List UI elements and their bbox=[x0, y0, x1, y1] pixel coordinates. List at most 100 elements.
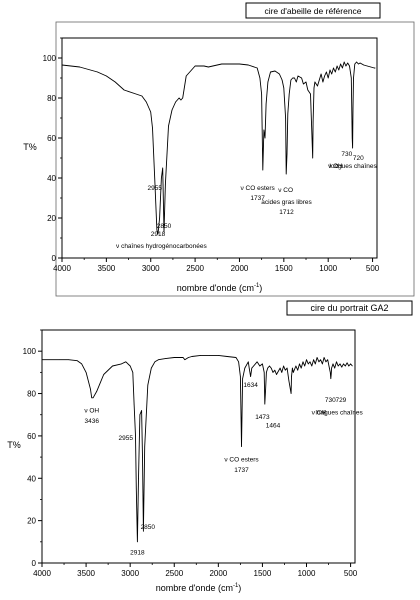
spectrum-point bbox=[209, 355, 210, 356]
spectrum-point bbox=[293, 372, 294, 373]
y-tick-label: 20 bbox=[47, 214, 56, 223]
spectrum-point bbox=[307, 89, 309, 91]
x-axis-label: nombre d'onde (cm-1) bbox=[156, 583, 242, 593]
spectrum-point bbox=[320, 73, 322, 75]
spectrum-point bbox=[335, 71, 336, 73]
spectrum-point bbox=[301, 77, 302, 79]
spectrum-point bbox=[143, 530, 144, 532]
spectrum-point bbox=[144, 446, 145, 447]
spectrum-point bbox=[336, 361, 337, 363]
spectrum-point bbox=[265, 389, 266, 390]
spectrum-point bbox=[279, 367, 281, 369]
spectrum-point bbox=[150, 111, 151, 113]
spectrum-point bbox=[142, 456, 143, 458]
plot-frame bbox=[61, 37, 378, 259]
spectrum-point bbox=[348, 365, 350, 367]
spectrum-point bbox=[221, 63, 222, 65]
y-tick-label: 60 bbox=[27, 432, 36, 441]
x-tick-label: 4000 bbox=[33, 569, 51, 578]
spectrum-point bbox=[41, 359, 43, 360]
spectrum-point bbox=[325, 361, 327, 363]
spectrum-point bbox=[285, 369, 286, 371]
spectrum-point bbox=[203, 65, 205, 67]
peak-annotation: ν CO esters bbox=[240, 185, 275, 192]
spectrum-point bbox=[251, 367, 253, 369]
spectrum-point bbox=[359, 62, 361, 64]
spectrum-point bbox=[349, 65, 350, 67]
spectrum-point bbox=[256, 361, 258, 363]
spectrum-point bbox=[286, 367, 288, 369]
spectrum-point bbox=[165, 183, 166, 185]
spectrum-point bbox=[265, 103, 267, 105]
spectrum-point bbox=[323, 357, 325, 358]
spectrum-point bbox=[138, 478, 139, 479]
chart-title-box bbox=[245, 2, 381, 19]
spectrum-point bbox=[305, 81, 307, 83]
x-axis-label-main: nombre d'onde (cm bbox=[177, 283, 254, 293]
spectrum-point bbox=[262, 363, 263, 365]
spectrum-point bbox=[91, 397, 92, 399]
spectrum-panel-portrait: cire du portrait GA2 4000 3500 3000 2500 2000… bbox=[0, 298, 420, 600]
spectrum-point bbox=[81, 363, 82, 365]
spectrum-point bbox=[103, 374, 104, 375]
spectrum-point bbox=[77, 360, 78, 361]
y-tick-label: 40 bbox=[47, 174, 56, 183]
spectrum-point bbox=[343, 61, 345, 63]
spectrum-point bbox=[259, 365, 261, 367]
spectrum-point bbox=[345, 365, 346, 367]
y-axis-label: T% bbox=[23, 142, 37, 152]
spectrum-point bbox=[129, 365, 131, 367]
spectrum-point bbox=[112, 365, 113, 367]
spectrum-point bbox=[154, 177, 155, 179]
spectrum-point bbox=[90, 389, 91, 390]
x-axis-label-main: nombre d'onde (cm bbox=[156, 583, 233, 593]
spectrum-point bbox=[327, 359, 329, 360]
spectrum-point bbox=[136, 488, 137, 490]
spectrum-point bbox=[336, 65, 338, 67]
spectrum-point bbox=[366, 65, 368, 67]
y-tick-label: 80 bbox=[27, 390, 36, 399]
spectrum-point bbox=[295, 365, 297, 367]
spectrum-point bbox=[338, 69, 340, 71]
x-tick-label: 4000 bbox=[53, 264, 71, 273]
spectrum-point bbox=[330, 374, 332, 375]
x-tick-label: 3000 bbox=[142, 264, 160, 273]
spectrum-point bbox=[356, 61, 357, 63]
spectrum-point bbox=[154, 361, 156, 363]
spectrum-point bbox=[310, 93, 311, 95]
spectrum-point bbox=[326, 71, 327, 73]
spectrum-point bbox=[165, 358, 166, 359]
spectrum-point bbox=[175, 101, 176, 103]
spectrum-point bbox=[200, 355, 201, 356]
spectrum-point bbox=[97, 71, 98, 73]
spectrum-point bbox=[250, 376, 251, 377]
spectrum-point bbox=[269, 365, 270, 367]
y-tick-label: 0 bbox=[52, 254, 57, 263]
spectrum-point bbox=[374, 67, 375, 69]
spectrum-point bbox=[270, 71, 271, 73]
x-tick-label: 1000 bbox=[319, 264, 337, 273]
spectrum-point bbox=[339, 363, 341, 365]
peak-annotation: 2850 bbox=[141, 524, 156, 531]
spectrum-point bbox=[361, 63, 363, 65]
spectrum-point bbox=[61, 64, 63, 66]
spectrum-point bbox=[147, 384, 149, 386]
spectrum-point bbox=[162, 167, 163, 169]
spectrum-point bbox=[283, 87, 285, 89]
spectrum-chart-reference: cire d'abeille de référence 4000 3500 3000 2… bbox=[23, 2, 415, 297]
spectrum-point bbox=[345, 65, 347, 67]
peak-annotation: ν CO esters bbox=[224, 456, 259, 463]
peak-annotation: 730 bbox=[325, 397, 336, 404]
x-axis-label-superscript: -1 bbox=[233, 583, 239, 589]
spectrum-point bbox=[316, 357, 318, 358]
spectrum-point bbox=[168, 125, 169, 127]
x-tick-label: 500 bbox=[344, 569, 358, 578]
spectrum-point bbox=[322, 81, 324, 83]
spectrum-point bbox=[353, 77, 354, 79]
spectrum-point bbox=[244, 367, 246, 369]
spectrum-point bbox=[331, 73, 333, 75]
spectrum-point bbox=[363, 64, 365, 66]
spectrum-point bbox=[123, 89, 125, 91]
chart-title: cire d'abeille de référence bbox=[264, 6, 361, 16]
